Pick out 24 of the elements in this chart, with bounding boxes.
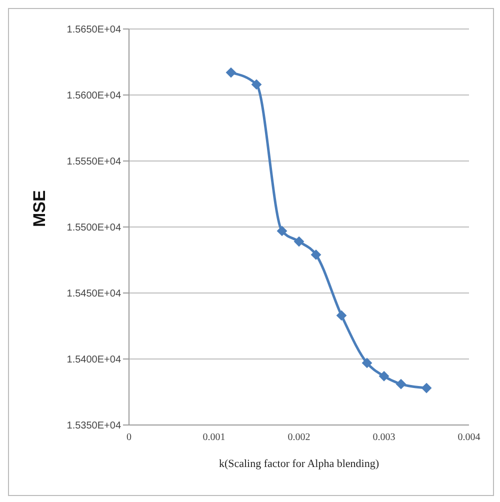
point xyxy=(311,250,321,260)
x-tick-label: 0.001 xyxy=(202,432,226,444)
y-tick-label: 1.5550E+04 xyxy=(66,156,122,168)
point xyxy=(379,371,389,382)
y-tick-label: 1.5600E+04 xyxy=(66,90,122,102)
point xyxy=(226,68,236,78)
y-tick-label: 1.5450E+04 xyxy=(66,288,122,300)
y-tick-label: 1.5650E+04 xyxy=(66,24,122,36)
point xyxy=(252,79,262,90)
point xyxy=(362,358,372,368)
point xyxy=(396,379,406,390)
point xyxy=(422,383,432,394)
y-tick-label: 1.5400E+04 xyxy=(66,354,122,366)
x-axis-title: k(Scaling factor for Alpha blending) xyxy=(218,458,380,470)
x-tick-label: 0.002 xyxy=(288,432,310,444)
y-tick-label: 1.5500E+04 xyxy=(66,222,122,234)
x-tick-label: 0 xyxy=(126,432,132,444)
x-tick-label: 0.004 xyxy=(458,432,480,444)
y-tick-label: 1.5350E+04 xyxy=(66,420,122,432)
point xyxy=(336,310,346,320)
y-axis-title: MSE xyxy=(30,190,50,227)
point xyxy=(294,236,304,247)
x-tick-label: 0.003 xyxy=(372,432,396,444)
point xyxy=(277,226,287,236)
